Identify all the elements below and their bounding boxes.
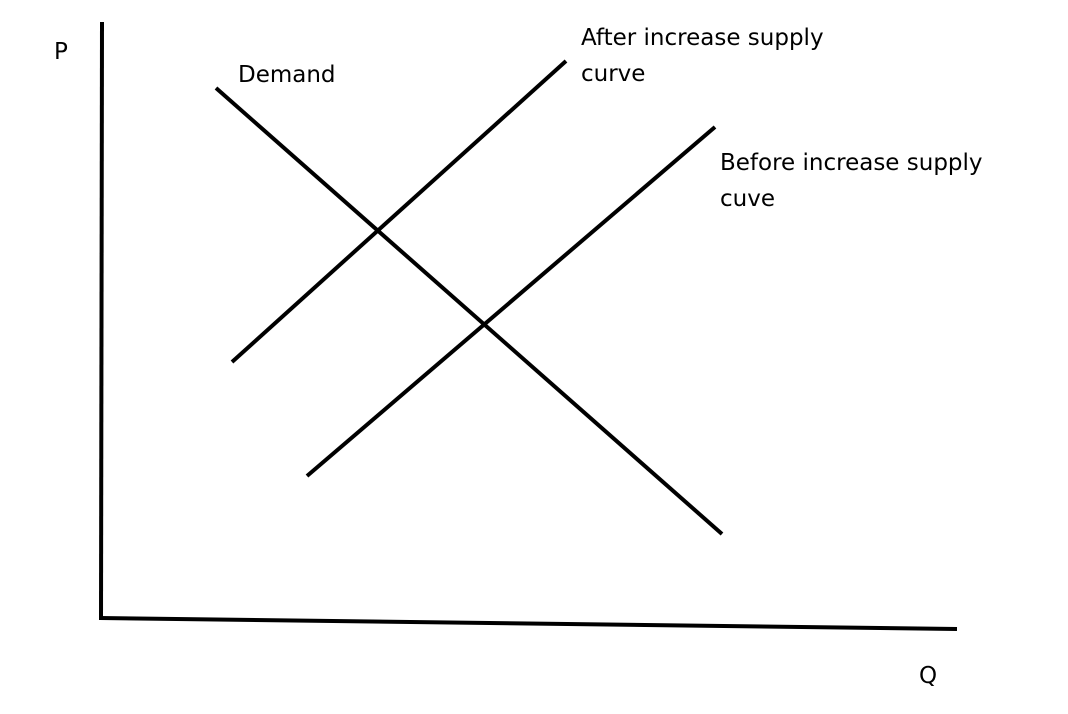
y-axis	[99, 21, 104, 621]
demand-label: Demand	[238, 62, 336, 88]
supply-before-label-line1: Before increase supply	[720, 150, 983, 176]
supply-before-label-line2: cuve	[720, 186, 775, 212]
supply-after-label-line1: After increase supply	[581, 25, 824, 51]
supply-after-curve	[230, 59, 568, 364]
supply-after-label-line2: curve	[581, 61, 645, 87]
demand-curve	[214, 86, 724, 536]
y-axis-label: P	[54, 39, 68, 65]
x-axis	[99, 616, 958, 631]
supply-before-curve	[305, 125, 717, 478]
x-axis-label: Q	[919, 663, 937, 689]
